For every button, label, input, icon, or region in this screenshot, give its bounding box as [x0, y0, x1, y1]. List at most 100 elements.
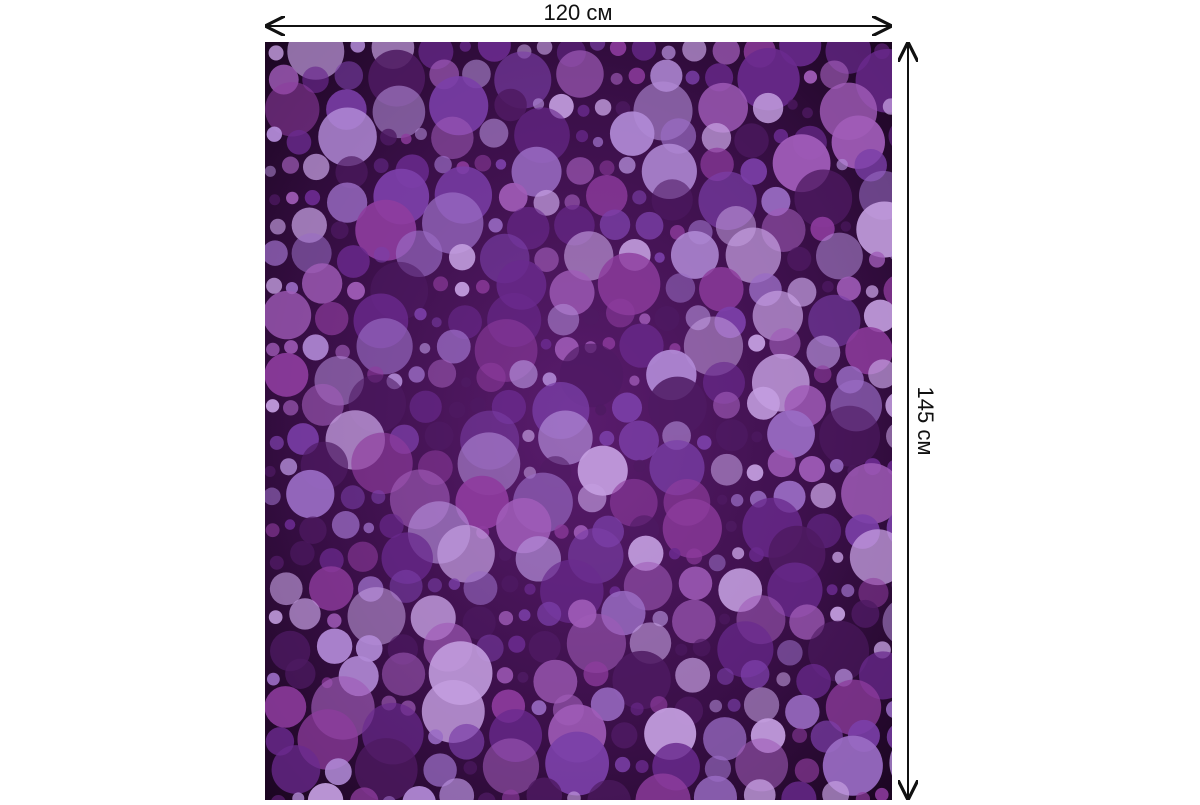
- pattern-circle: [319, 548, 344, 573]
- pattern-circle: [265, 487, 281, 506]
- pattern-circle: [488, 218, 503, 233]
- pattern-circle: [517, 671, 529, 683]
- pattern-circle: [423, 753, 457, 787]
- pattern-circle: [302, 153, 330, 181]
- pattern-circle: [463, 760, 478, 775]
- pattern-circle: [372, 85, 426, 139]
- pattern-circle: [717, 494, 728, 505]
- pattern-circle: [599, 209, 631, 241]
- pattern-circle: [301, 383, 344, 426]
- pattern-circle: [265, 686, 307, 728]
- pattern-circle: [594, 99, 612, 116]
- pattern-circle: [281, 156, 300, 174]
- pattern-circle: [743, 687, 780, 723]
- pattern-circle: [710, 453, 743, 486]
- circle-pattern: [265, 42, 921, 800]
- pattern-circle: [577, 445, 628, 496]
- pattern-circle: [675, 643, 688, 656]
- pattern-circle: [266, 277, 283, 294]
- pattern-circle: [635, 211, 664, 240]
- pattern-circle: [419, 342, 431, 354]
- pattern-circle: [265, 399, 280, 413]
- pattern-circle: [265, 465, 276, 477]
- pattern-circle: [363, 522, 375, 534]
- pattern-circle: [840, 221, 852, 232]
- pattern-circle: [389, 569, 423, 603]
- pattern-circle: [891, 581, 892, 588]
- pattern-circle: [629, 375, 640, 386]
- pattern-circle: [898, 337, 912, 351]
- pattern-circle: [518, 609, 531, 622]
- pattern-circle: [832, 551, 844, 563]
- pattern-circle: [785, 694, 820, 730]
- pattern-circle: [292, 792, 305, 800]
- pattern-circle: [533, 189, 560, 216]
- pattern-circle: [524, 583, 536, 595]
- pattern-circle: [373, 158, 389, 173]
- pattern-circle: [619, 323, 664, 368]
- pattern-circle: [892, 152, 921, 181]
- pattern-circle: [408, 366, 425, 383]
- pattern-circle: [461, 377, 472, 388]
- pattern-circle: [675, 657, 711, 693]
- pattern-circle: [526, 777, 563, 800]
- pattern-circle: [381, 652, 426, 696]
- pattern-circle: [716, 668, 734, 685]
- pattern-circle: [631, 42, 657, 61]
- pattern-circle: [455, 475, 509, 530]
- pattern-circle: [882, 602, 892, 642]
- pattern-circle: [841, 463, 892, 524]
- pattern-circle: [538, 410, 593, 465]
- pattern-circle: [437, 525, 495, 583]
- pattern-circle: [501, 789, 520, 800]
- pattern-circle: [381, 532, 433, 584]
- pattern-circle: [531, 700, 547, 716]
- pattern-circle: [482, 738, 540, 795]
- pattern-circle: [868, 359, 892, 389]
- pattern-circle: [670, 231, 719, 279]
- pattern-circle: [781, 781, 817, 800]
- pattern-circle: [528, 630, 561, 663]
- pattern-circle: [614, 756, 631, 773]
- pattern-circle: [379, 513, 404, 539]
- pattern-circle: [347, 587, 406, 646]
- pattern-circle: [746, 386, 780, 420]
- pattern-circle: [635, 773, 691, 800]
- pattern-circle: [582, 308, 600, 326]
- pattern-circle: [734, 123, 769, 158]
- pattern-circle: [509, 360, 538, 389]
- pattern-circle: [889, 250, 892, 260]
- pattern-circle: [806, 335, 841, 370]
- pattern-circle: [740, 158, 768, 185]
- pattern-circle: [589, 42, 606, 51]
- pattern-circle: [283, 400, 299, 416]
- pattern-circle: [735, 738, 789, 792]
- pattern-circle: [611, 392, 643, 423]
- pattern-circle: [448, 244, 476, 271]
- pattern-circle: [836, 276, 861, 301]
- pattern-circle: [773, 128, 789, 144]
- pattern-circle: [856, 201, 892, 258]
- pattern-circle: [697, 435, 712, 450]
- pattern-circle: [794, 758, 820, 783]
- pattern-circle: [326, 182, 368, 223]
- pattern-circle: [776, 672, 791, 687]
- pattern-circle: [549, 270, 595, 316]
- pattern-circle: [787, 246, 812, 272]
- pattern-circle: [651, 179, 693, 221]
- pattern-circle: [291, 207, 327, 243]
- pattern-circle: [875, 787, 889, 800]
- pattern-circle: [533, 659, 578, 704]
- pattern-circle: [355, 635, 383, 662]
- pattern-circle: [495, 159, 507, 170]
- pattern-circle: [609, 42, 627, 57]
- pattern-circle: [777, 640, 803, 666]
- pattern-circle: [324, 758, 352, 786]
- pattern-circle: [540, 338, 552, 350]
- pattern-circle: [713, 391, 740, 419]
- pattern-circle: [566, 157, 595, 185]
- pattern-circle: [304, 189, 321, 206]
- pattern-circle: [266, 126, 283, 142]
- pattern-circle: [692, 638, 711, 657]
